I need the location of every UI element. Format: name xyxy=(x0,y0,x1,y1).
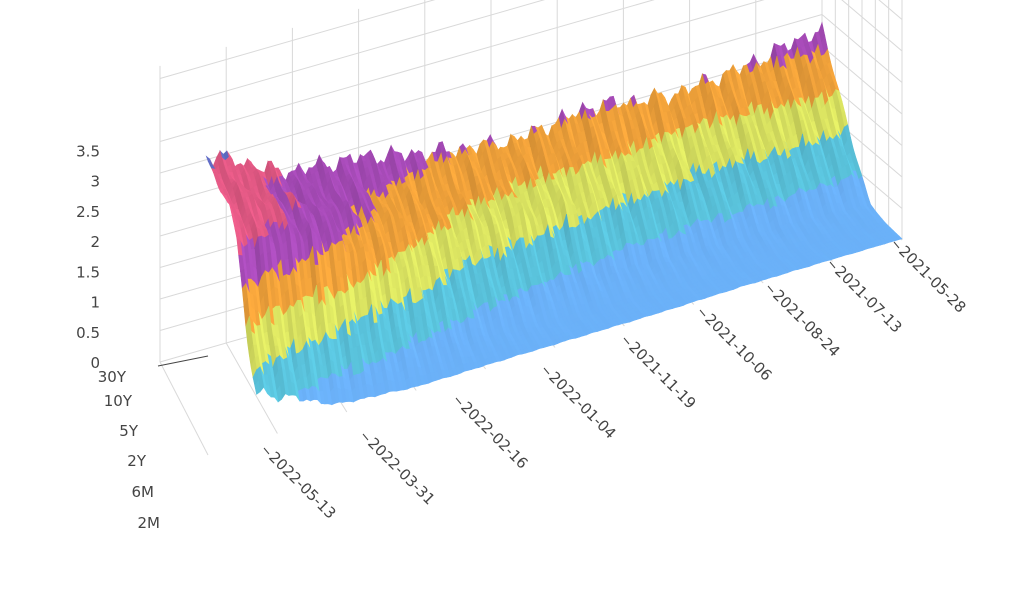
yield-surface xyxy=(205,21,903,406)
